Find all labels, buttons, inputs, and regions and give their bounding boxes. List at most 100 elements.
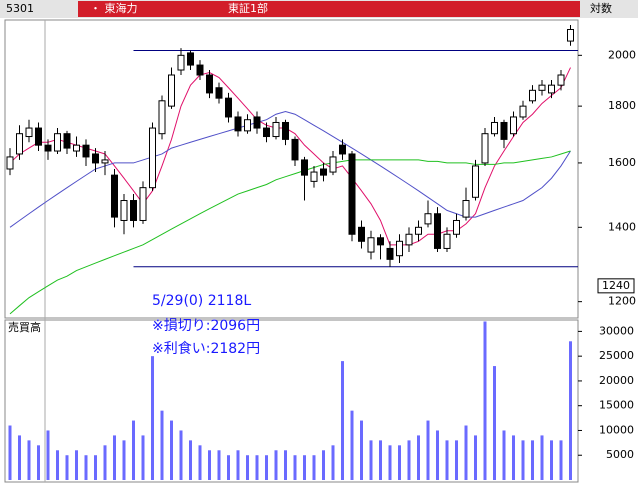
candle-body <box>291 138 299 161</box>
volume-bar <box>341 361 344 480</box>
market: 東証1部 <box>228 1 268 15</box>
volume-bar <box>398 445 401 480</box>
volume-bar <box>360 420 363 480</box>
volume-bar <box>132 420 135 480</box>
volume-bar <box>265 455 268 480</box>
candle-body <box>320 168 327 176</box>
candle-body <box>54 133 61 152</box>
candle-body <box>158 100 166 135</box>
volume-bar <box>331 445 335 480</box>
candle-body <box>462 200 470 218</box>
volume-bar <box>531 440 534 480</box>
y-tick-label: 2000 <box>608 48 636 61</box>
candle-body <box>263 127 270 138</box>
volume-bar <box>179 430 183 480</box>
annotation: ※損切り:2096円 <box>152 318 260 334</box>
volume-bar <box>293 455 297 480</box>
volume-bar <box>303 455 306 480</box>
candle-body <box>16 133 23 155</box>
moving-average <box>9 67 571 246</box>
candle-body <box>519 105 527 118</box>
moving-average <box>9 150 571 315</box>
volume-bar <box>103 445 107 480</box>
candle-body <box>500 121 508 140</box>
price-marker-box <box>597 278 635 294</box>
y-tick-label: 1400 <box>608 220 636 233</box>
volume-bar <box>483 321 487 480</box>
candle-body <box>386 247 394 260</box>
candle-body <box>339 144 346 155</box>
volume-bar <box>151 356 154 480</box>
candle-body <box>120 200 128 221</box>
y-tick-label: 25000 <box>599 349 634 362</box>
volume-bar <box>217 450 221 480</box>
candle-body <box>63 133 71 149</box>
candle-body <box>434 213 441 249</box>
volume-bar <box>246 455 249 480</box>
volume-bar <box>407 440 411 480</box>
volume-bar <box>350 410 354 480</box>
y-tick-label: 5000 <box>606 448 634 461</box>
candle-body <box>405 233 413 246</box>
candle-body <box>548 84 555 94</box>
candle-body <box>396 240 403 257</box>
volume-bar <box>284 450 287 480</box>
candle-body <box>82 144 90 158</box>
volume-bar <box>464 425 468 480</box>
candle-body <box>367 237 375 253</box>
volume-bar <box>46 430 50 480</box>
volume-bar <box>445 440 449 480</box>
volume-bar <box>65 455 69 480</box>
candle-body <box>453 219 460 235</box>
price-frame <box>4 19 579 319</box>
candle-body <box>187 52 194 66</box>
volume-bar <box>493 366 496 480</box>
candle-body <box>215 87 223 99</box>
volume-bar <box>75 450 78 480</box>
code: 5301 <box>6 2 34 15</box>
moving-average <box>9 110 571 228</box>
volume-bar <box>274 450 278 480</box>
candle-body <box>272 121 280 138</box>
volume-bar <box>550 440 553 480</box>
volume-bar <box>379 440 382 480</box>
volume-bar <box>141 435 145 480</box>
volume-bar <box>312 455 316 480</box>
candle-body <box>149 127 156 189</box>
candle-body <box>101 159 109 164</box>
candle-body <box>310 171 318 182</box>
candle-body <box>538 84 546 91</box>
candle-body <box>377 237 384 246</box>
price-marker-label: 1240 <box>602 279 630 292</box>
candle-body <box>225 97 232 118</box>
candle-body <box>177 54 185 71</box>
volume-title: 売買高 <box>8 320 41 334</box>
candle-body <box>111 174 118 218</box>
y-tick-label: 15000 <box>599 399 634 412</box>
candle-body <box>510 116 517 135</box>
volume-bar <box>8 425 12 480</box>
candle-body <box>6 156 14 170</box>
volume-bar <box>255 455 259 480</box>
annotation: 5/29(0) 2118L <box>152 293 251 309</box>
volume-bar <box>569 341 572 480</box>
volume-bar <box>227 455 230 480</box>
volume-bar <box>540 435 544 480</box>
candle-body <box>491 121 498 135</box>
candle-body <box>282 121 289 140</box>
candle-body <box>472 165 479 198</box>
candle-body <box>244 119 251 132</box>
candle-body <box>35 127 42 146</box>
volume-bar <box>502 430 506 480</box>
volume-bar <box>27 440 31 480</box>
volume-bar <box>18 435 21 480</box>
candle-body <box>139 187 147 221</box>
candle-body <box>44 144 52 152</box>
annotation: ※利食い:2182円 <box>152 340 260 357</box>
volume-bar <box>559 440 563 480</box>
candle-body <box>73 144 80 152</box>
candle-body <box>234 116 242 132</box>
candle-body <box>415 226 422 235</box>
